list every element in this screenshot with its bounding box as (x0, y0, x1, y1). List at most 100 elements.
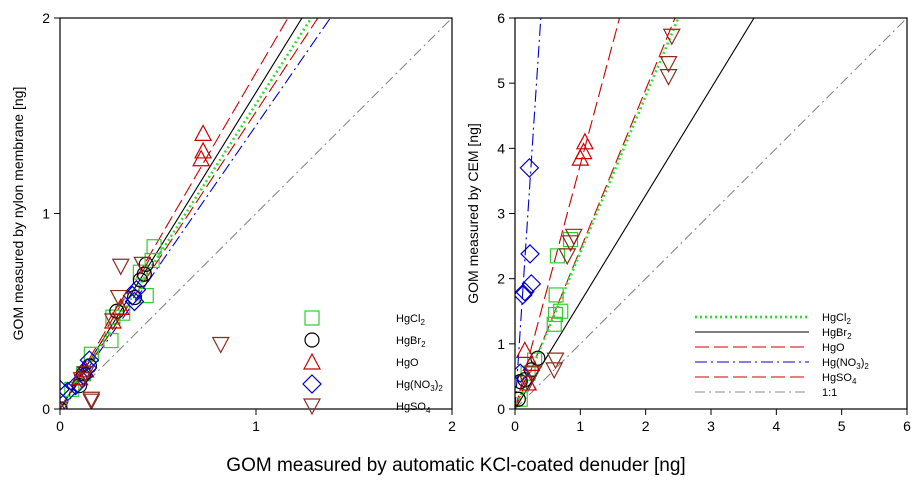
fit-line (60, 18, 313, 409)
data-point (111, 258, 130, 276)
data-point (124, 291, 145, 312)
legend-label: HgSO4 (822, 372, 857, 386)
data-point (564, 228, 583, 246)
y-tick-label: 0 (42, 401, 50, 417)
legend-label: HgSO4 (396, 401, 431, 415)
data-point (82, 391, 101, 409)
legend-label: Hg(NO3)2 (822, 357, 869, 371)
legend-marker (304, 310, 320, 326)
data-point (545, 362, 564, 380)
data-point (549, 248, 566, 264)
data-point (103, 332, 119, 349)
legend-item: HgO (695, 342, 845, 354)
fit-line (515, 18, 680, 409)
data-point (515, 391, 526, 407)
fit-line (515, 18, 621, 409)
y-tick-label: 4 (497, 140, 505, 156)
data-point (662, 28, 681, 46)
data-point (519, 158, 540, 178)
data-point (82, 393, 101, 409)
legend-item: HgO (303, 352, 419, 370)
x-tick-label: 4 (772, 418, 780, 434)
data-point (548, 287, 564, 303)
y-tick-label: 1 (497, 336, 505, 352)
fit-lines (515, 18, 907, 409)
y-tick-label: 5 (497, 75, 505, 91)
x-tick-label: 2 (448, 418, 456, 434)
data-point (103, 313, 122, 331)
y-tick-label: 1 (42, 206, 50, 222)
data-point (211, 336, 230, 354)
data-point (126, 279, 147, 300)
data-point (76, 366, 95, 384)
data-point (530, 350, 546, 366)
y-tick-label: 2 (497, 271, 505, 287)
data-point (558, 248, 577, 266)
x-tick-label: 6 (903, 418, 911, 434)
legend-item: HgSO4 (695, 372, 857, 386)
fit-line (60, 18, 303, 409)
chart-panel-1: 0 1 2 0 1 2 GOM measured by nylon membrane [ng… (10, 10, 456, 434)
data-point (133, 256, 152, 274)
legend-item: HgSO4 (303, 398, 431, 416)
fit-lines (60, 18, 452, 409)
legend-item: 1:1 (695, 387, 837, 399)
legend-marker (302, 374, 322, 394)
y-tick-label: 6 (497, 10, 505, 26)
data-point (72, 372, 91, 389)
data-point (515, 363, 531, 384)
chart-panel-2: 0 1 2 3 4 5 6 0 1 2 3 4 5 6 GOM measured by CEM [ng] Hg… (465, 10, 911, 434)
data-point (553, 303, 569, 319)
y-tick-label: 3 (497, 206, 505, 222)
data-point (659, 56, 678, 73)
x-tick-label: 3 (707, 418, 715, 434)
fit-line (60, 18, 319, 409)
x-tick-label: 1 (576, 418, 584, 434)
y-tick-label: 0 (497, 401, 505, 417)
data-point (575, 132, 594, 150)
data-point (194, 141, 213, 159)
data-point (524, 365, 543, 383)
legend-marker (303, 398, 321, 416)
data-point (109, 289, 128, 307)
data-point (520, 244, 540, 264)
data-point (519, 375, 538, 393)
legend: HgCl2 HgBr2 HgO Hg(NO3)2 HgSO4 (302, 310, 443, 416)
fit-line (515, 18, 542, 409)
legend-item: HgBr2 (695, 327, 852, 341)
legend-label: HgCl2 (396, 313, 425, 327)
y-axis-label: GOM measured by CEM [ng] (465, 123, 481, 304)
legend-label: HgCl2 (822, 312, 851, 326)
data-point (60, 379, 70, 400)
data-point (126, 289, 143, 306)
legend-label: HgO (396, 357, 419, 369)
data-point (132, 264, 148, 280)
x-tick-label: 0 (511, 418, 519, 434)
data-point (146, 239, 162, 255)
x-tick-label: 1 (252, 418, 260, 434)
legend-item: HgCl2 (695, 312, 851, 326)
x-tick-label: 5 (838, 418, 846, 434)
data-point (515, 281, 535, 302)
data-point (194, 124, 213, 141)
fit-line (60, 18, 332, 409)
legend-label: HgBr2 (396, 335, 426, 349)
data-point (526, 352, 543, 368)
data-point (522, 354, 541, 371)
legend-marker (304, 332, 320, 348)
data-point (122, 285, 143, 306)
data-point (115, 305, 131, 321)
data-point (574, 142, 593, 160)
shared-x-axis-label: GOM measured by automatic KCl-coated den… (226, 455, 685, 476)
data-point (546, 352, 565, 370)
data-points (515, 28, 681, 407)
fit-line (60, 18, 452, 409)
fit-line (515, 18, 755, 409)
data-point (521, 274, 542, 294)
legend-item: Hg(NO3)2 (302, 374, 443, 394)
legend-item: HgCl2 (304, 310, 425, 327)
data-point (79, 350, 100, 370)
legend-item: HgBr2 (304, 332, 426, 349)
legend-marker (303, 352, 321, 370)
